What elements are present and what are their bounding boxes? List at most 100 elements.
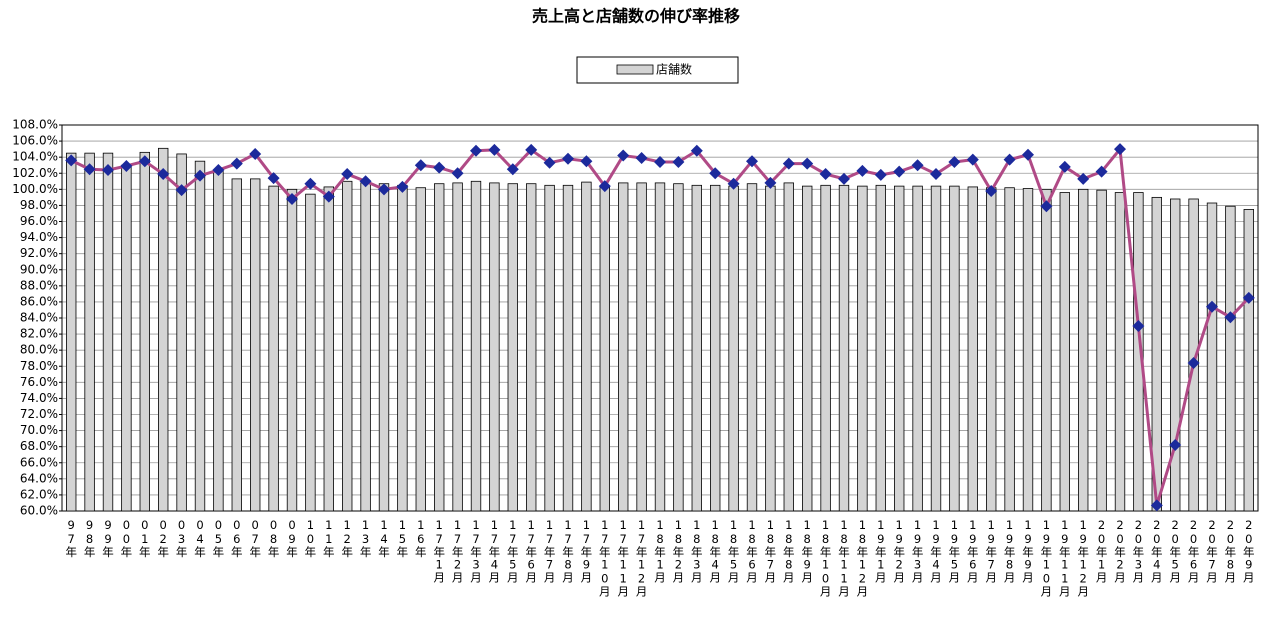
y-tick-label: 84.0% bbox=[20, 311, 58, 325]
x-tick-label: 09年 bbox=[285, 518, 299, 558]
marker bbox=[856, 164, 869, 177]
y-tick-label: 92.0% bbox=[20, 246, 58, 260]
x-tick-label: 07年 bbox=[248, 518, 262, 558]
x-tick-label: 18年6月 bbox=[745, 518, 759, 583]
bar bbox=[765, 185, 776, 512]
marker bbox=[83, 163, 96, 176]
marker bbox=[1058, 160, 1071, 173]
x-tick-label: 06年 bbox=[230, 518, 244, 558]
x-tick-label: 17年1月 bbox=[432, 518, 446, 583]
marker bbox=[451, 167, 464, 180]
x-tick-label: 18年3月 bbox=[690, 518, 704, 583]
bar bbox=[378, 183, 390, 512]
marker bbox=[65, 154, 78, 167]
bar bbox=[1004, 187, 1015, 512]
bar bbox=[1206, 202, 1218, 512]
y-tick-label: 62.0% bbox=[20, 487, 58, 501]
x-tick-label: 02年 bbox=[156, 518, 170, 558]
legend-box bbox=[576, 56, 739, 84]
y-tick-label: 74.0% bbox=[20, 391, 58, 405]
marker bbox=[322, 190, 335, 203]
bar bbox=[121, 164, 132, 512]
x-tick-label: 01年 bbox=[138, 518, 152, 558]
marker bbox=[433, 161, 446, 174]
bar bbox=[507, 183, 518, 512]
marker bbox=[1040, 200, 1053, 213]
x-tick-label: 17年5月 bbox=[506, 518, 520, 583]
x-tick-label: 19年12月 bbox=[1076, 518, 1090, 597]
marker bbox=[378, 183, 390, 196]
bar bbox=[710, 184, 721, 512]
marker bbox=[212, 164, 225, 177]
bar bbox=[1041, 188, 1052, 512]
x-tick-label: 17年8月 bbox=[561, 518, 575, 583]
x-tick-label: 17年10月 bbox=[598, 518, 612, 597]
marker bbox=[194, 169, 206, 182]
bar bbox=[967, 186, 978, 512]
marker bbox=[930, 168, 942, 181]
marker bbox=[893, 165, 906, 178]
marker bbox=[690, 144, 703, 157]
marker bbox=[1187, 357, 1200, 370]
x-tick-label: 19年1月 bbox=[874, 518, 888, 583]
bar bbox=[397, 184, 408, 512]
marker bbox=[506, 163, 519, 176]
marker bbox=[709, 167, 722, 180]
bar bbox=[654, 182, 666, 512]
marker bbox=[1242, 291, 1255, 304]
x-tick-label: 17年4月 bbox=[487, 518, 501, 583]
x-tick-label: 18年8月 bbox=[782, 518, 796, 583]
marker bbox=[230, 157, 243, 170]
x-tick-label: 17年6月 bbox=[524, 518, 538, 583]
marker bbox=[1095, 165, 1108, 178]
bar bbox=[158, 147, 169, 512]
x-tick-label: 11年 bbox=[322, 518, 336, 558]
x-tick-label: 18年12月 bbox=[855, 518, 869, 597]
bar bbox=[231, 178, 242, 512]
x-tick-label: 20年1月 bbox=[1095, 518, 1109, 583]
y-tick-label: 88.0% bbox=[20, 278, 58, 292]
marker bbox=[801, 157, 814, 170]
x-tick-label: 10年 bbox=[303, 518, 317, 558]
x-tick-label: 20年2月 bbox=[1113, 518, 1127, 583]
x-tick-label: 19年7月 bbox=[984, 518, 998, 583]
x-tick-label: 18年5月 bbox=[727, 518, 741, 583]
marker bbox=[985, 184, 998, 197]
bar bbox=[949, 185, 960, 512]
bar bbox=[434, 183, 445, 512]
x-tick-label: 17年3月 bbox=[469, 518, 483, 583]
bar bbox=[360, 182, 371, 512]
y-tick-label: 96.0% bbox=[20, 214, 58, 228]
x-tick-label: 20年8月 bbox=[1223, 518, 1237, 583]
x-tick-label: 20年3月 bbox=[1131, 518, 1145, 583]
x-tick-label: 20年4月 bbox=[1150, 518, 1164, 583]
bar bbox=[857, 185, 868, 512]
marker bbox=[966, 153, 979, 166]
bar bbox=[176, 153, 187, 512]
x-tick-label: 08年 bbox=[267, 518, 281, 558]
y-tick-label: 94.0% bbox=[20, 230, 58, 244]
marker bbox=[1022, 148, 1034, 161]
marker bbox=[138, 155, 151, 168]
x-tick-label: 19年2月 bbox=[892, 518, 906, 583]
marker bbox=[359, 175, 372, 188]
x-tick-label: 19年3月 bbox=[911, 518, 925, 583]
marker bbox=[819, 168, 832, 181]
bar bbox=[1225, 205, 1236, 512]
marker bbox=[617, 149, 630, 162]
marker bbox=[470, 144, 482, 157]
marker bbox=[911, 159, 924, 172]
x-tick-label: 19年10月 bbox=[1039, 518, 1053, 597]
y-tick-label: 64.0% bbox=[20, 471, 58, 485]
bar bbox=[875, 184, 886, 512]
y-tick-label: 76.0% bbox=[20, 375, 58, 389]
marker bbox=[635, 151, 648, 164]
bar bbox=[323, 186, 334, 512]
x-tick-label: 19年11月 bbox=[1058, 518, 1072, 597]
y-tick-label: 72.0% bbox=[20, 407, 58, 421]
x-tick-label: 18年4月 bbox=[708, 518, 722, 583]
bar bbox=[912, 185, 923, 512]
marker bbox=[1206, 300, 1218, 313]
x-tick-label: 20年9月 bbox=[1242, 518, 1256, 583]
